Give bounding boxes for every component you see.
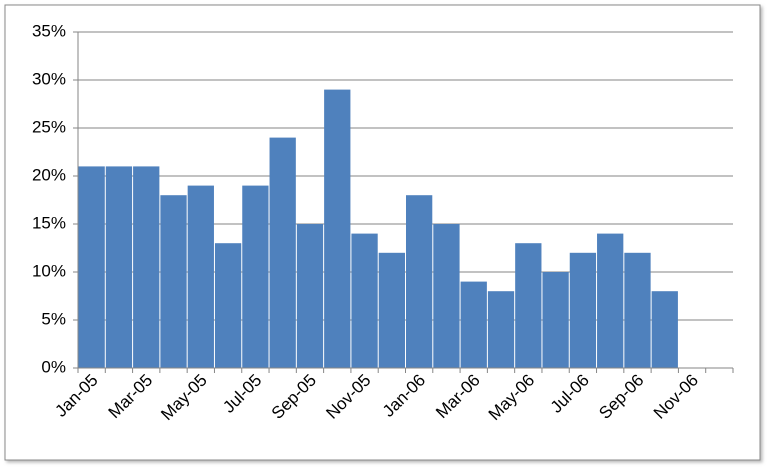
y-tick-label: 15% (32, 213, 66, 232)
bar (133, 166, 160, 368)
bar (105, 166, 133, 368)
bar (515, 243, 542, 368)
bar (160, 195, 187, 368)
bar (433, 224, 460, 368)
y-tick-label: 10% (32, 261, 66, 280)
bar (269, 137, 296, 368)
bar (460, 281, 487, 368)
bar (378, 252, 405, 368)
y-tick-label: 35% (32, 21, 66, 40)
bar (651, 291, 678, 368)
bar (597, 233, 624, 368)
bar (214, 243, 242, 368)
bar (406, 195, 433, 368)
bar (542, 272, 569, 368)
y-tick-label: 20% (32, 165, 66, 184)
bar (487, 291, 515, 368)
bar (351, 233, 378, 368)
bar (324, 89, 351, 368)
bar (242, 185, 269, 368)
y-tick-label: 0% (41, 357, 66, 376)
bar (187, 185, 214, 368)
y-tick-label: 25% (32, 117, 66, 136)
bar (78, 166, 105, 368)
bar (569, 252, 597, 368)
y-tick-label: 5% (41, 309, 66, 328)
bar (296, 224, 324, 368)
bar (624, 252, 651, 368)
y-tick-label: 30% (32, 69, 66, 88)
